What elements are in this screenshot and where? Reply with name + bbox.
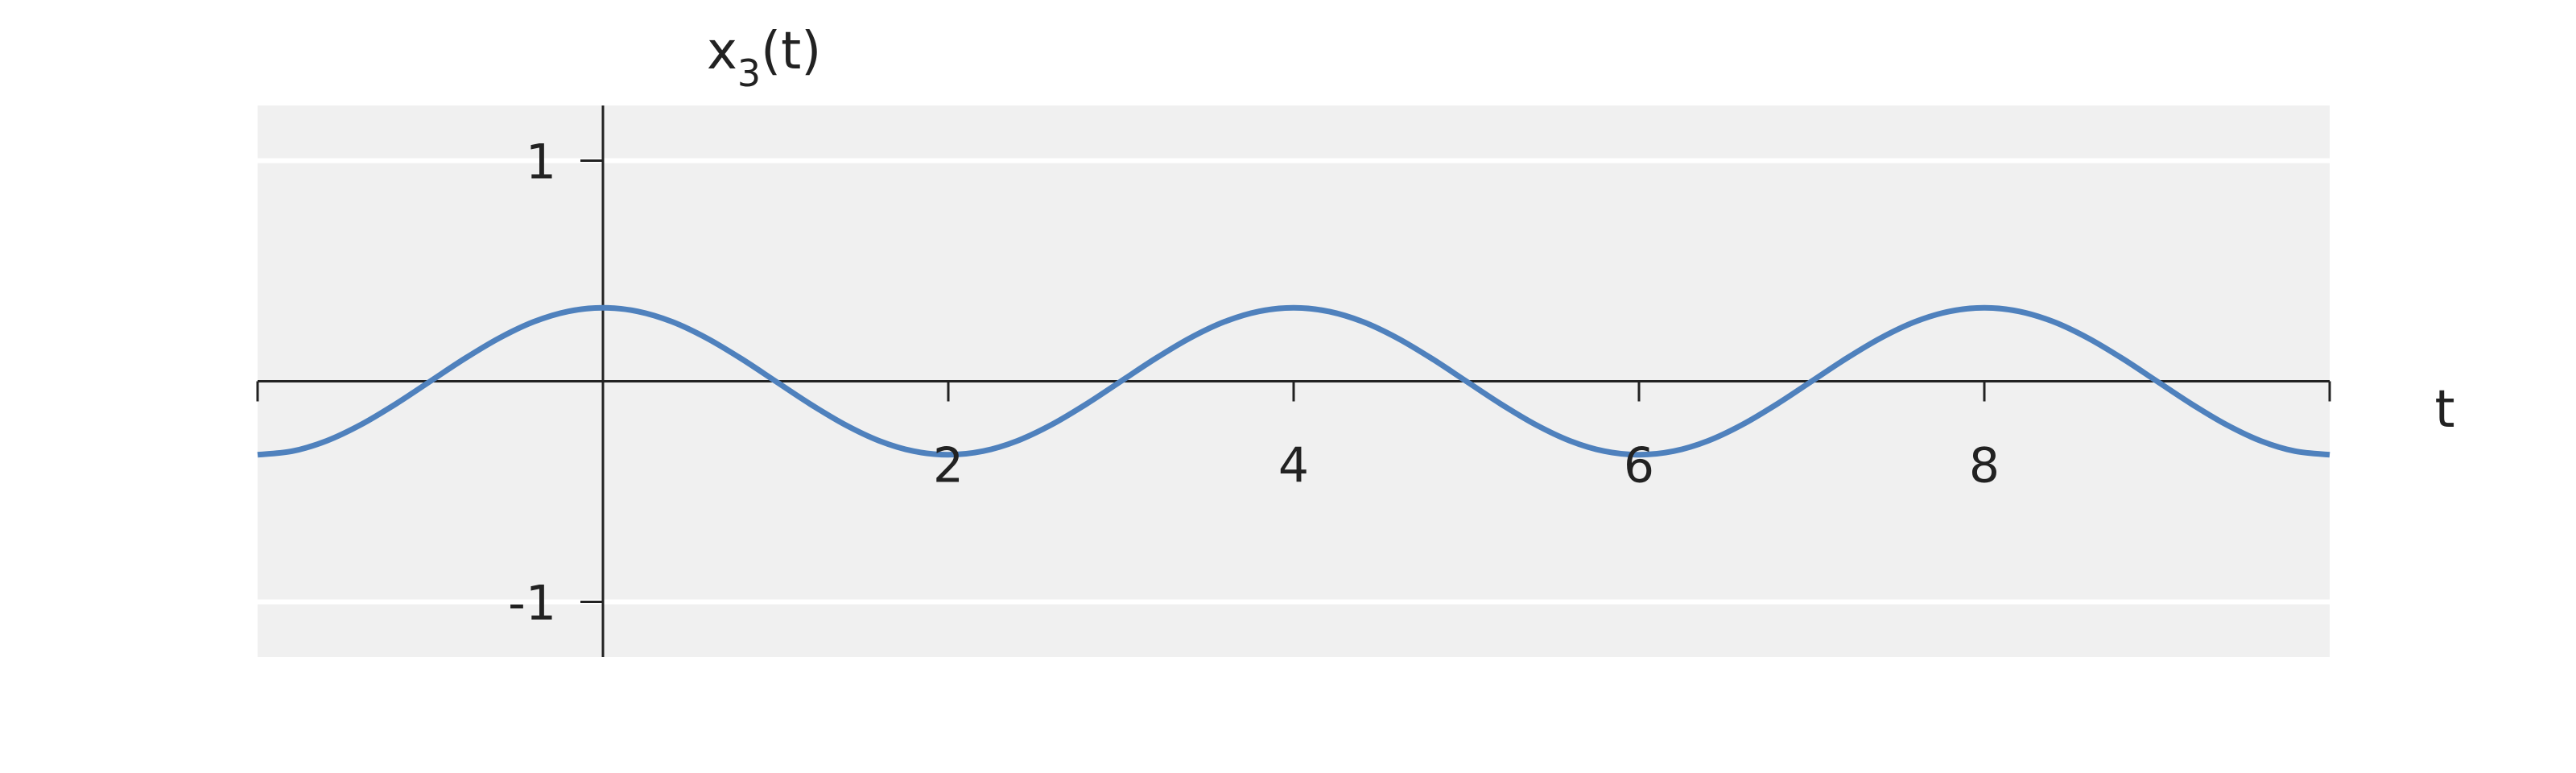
x-tick-label: 6 bbox=[1624, 438, 1654, 494]
y-axis-label-suffix: (t) bbox=[761, 22, 821, 81]
x-tick-label: 2 bbox=[933, 438, 964, 494]
y-axis-label: x3(t) bbox=[707, 22, 821, 95]
x-axis-label: t bbox=[2434, 380, 2454, 440]
x-tick-label: 4 bbox=[1278, 438, 1309, 494]
y-axis-label-base: x bbox=[707, 22, 737, 81]
x-tick-label: 8 bbox=[1969, 438, 2000, 494]
y-tick-label: 1 bbox=[526, 134, 556, 191]
y-tick-label: -1 bbox=[508, 576, 556, 632]
y-axis-label-subscript: 3 bbox=[737, 52, 761, 95]
series-line bbox=[257, 304, 2330, 458]
ticks: 2 4 6 8 1 -1 bbox=[256, 134, 2331, 632]
